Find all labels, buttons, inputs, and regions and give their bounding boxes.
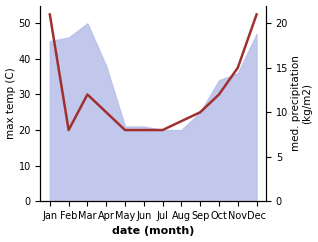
X-axis label: date (month): date (month) <box>112 227 194 236</box>
Y-axis label: max temp (C): max temp (C) <box>5 68 16 139</box>
Y-axis label: med. precipitation
(kg/m2): med. precipitation (kg/m2) <box>291 55 313 151</box>
